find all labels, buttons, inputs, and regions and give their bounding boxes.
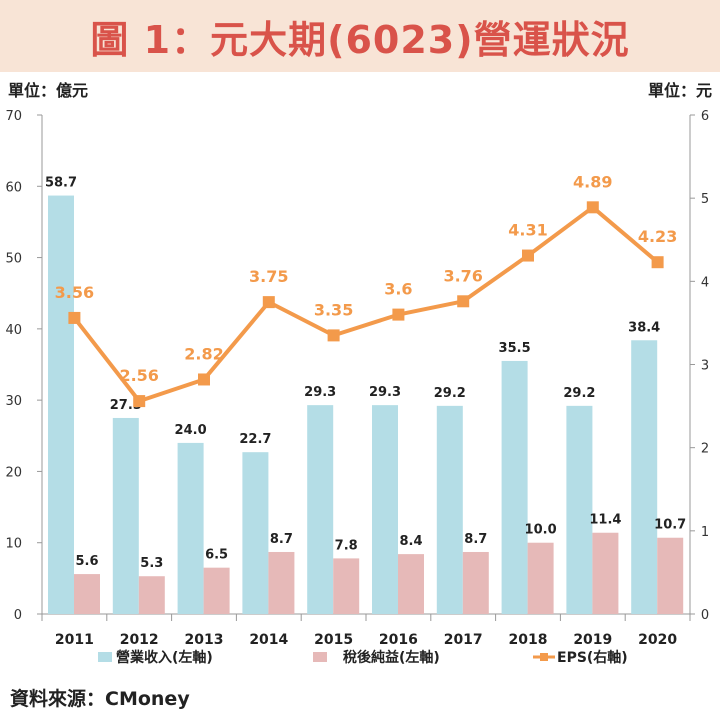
net-income-bar — [268, 551, 295, 614]
eps-point — [327, 329, 340, 342]
right-tick-label: 6 — [701, 109, 709, 124]
left-tick-label: 30 — [5, 394, 22, 409]
revenue-bar — [631, 340, 658, 614]
net-income-data-label: 5.3 — [140, 556, 163, 571]
eps-point — [651, 256, 664, 269]
net-income-data-label: 6.5 — [205, 548, 228, 563]
left-tick-label: 20 — [5, 465, 22, 480]
net-income-bar — [592, 532, 619, 614]
right-tick-label: 5 — [701, 192, 709, 207]
revenue-bar — [242, 452, 269, 614]
revenue-data-label: 24.0 — [175, 423, 207, 438]
eps-data-label: 4.31 — [508, 221, 547, 240]
eps-point — [68, 311, 81, 324]
x-tick-label: 2018 — [509, 632, 548, 648]
eps-data-label: 3.56 — [55, 283, 94, 302]
eps-point — [262, 296, 275, 309]
revenue-data-label: 22.7 — [239, 432, 271, 447]
eps-data-label: 3.35 — [314, 300, 353, 319]
revenue-bar — [112, 417, 139, 614]
x-tick-label: 2014 — [249, 632, 288, 648]
revenue-bar — [501, 360, 528, 614]
eps-data-label: 3.6 — [384, 280, 412, 299]
x-tick-label: 2016 — [379, 632, 418, 648]
eps-data-label: 4.89 — [573, 172, 612, 191]
revenue-bar — [436, 405, 463, 614]
chart-title: 圖 1：元大期(6023)營運狀況 — [90, 17, 630, 62]
eps-data-label: 3.75 — [249, 267, 288, 286]
eps-point — [586, 201, 599, 214]
net-income-data-label: 8.4 — [399, 534, 422, 549]
left-tick-label: 50 — [5, 252, 22, 267]
x-tick-label: 2012 — [120, 632, 159, 648]
left-tick-label: 70 — [5, 109, 22, 124]
right-tick-label: 1 — [701, 525, 709, 540]
left-tick-label: 40 — [5, 323, 22, 338]
revenue-bar — [48, 195, 74, 614]
revenue-data-label: 29.2 — [563, 386, 595, 401]
revenue-data-label: 29.3 — [369, 385, 401, 400]
eps-point — [392, 308, 405, 321]
left-tick-label: 0 — [14, 608, 22, 623]
eps-data-label: 3.76 — [443, 266, 482, 285]
revenue-bar — [177, 442, 204, 614]
net-income-data-label: 11.4 — [589, 513, 621, 528]
net-income-data-label: 10.0 — [525, 523, 557, 538]
net-income-bar — [398, 554, 424, 614]
net-income-bar — [527, 542, 554, 614]
x-tick-label: 2017 — [444, 632, 483, 648]
left-axis-unit: 單位：億元 — [8, 81, 89, 100]
eps-point — [133, 395, 146, 408]
right-axis-unit: 單位：元 — [647, 81, 712, 100]
eps-data-label: 2.56 — [119, 366, 158, 385]
right-tick-label: 3 — [701, 359, 709, 374]
legend-net-income-label: 稅後純益(左軸) — [343, 649, 440, 666]
eps-data-label: 4.23 — [638, 227, 677, 246]
right-tick-label: 0 — [701, 608, 709, 623]
eps-data-label: 2.82 — [184, 344, 223, 363]
revenue-data-label: 29.2 — [434, 386, 466, 401]
combo-chart: 0 10 20 30 40 50 60 70 0 1 2 3 4 5 6 2011 2012 2013 2014 20… — [5, 109, 709, 666]
net-income-bar — [657, 537, 684, 614]
net-income-data-label: 8.7 — [270, 532, 293, 547]
x-tick-label: 2020 — [638, 632, 677, 648]
eps-point — [522, 249, 534, 262]
revenue-data-label: 35.5 — [499, 341, 531, 356]
net-income-data-label: 10.7 — [654, 518, 686, 533]
left-tick-label: 60 — [5, 180, 22, 195]
legend-revenue-swatch — [98, 652, 112, 662]
net-income-bar — [138, 576, 165, 614]
left-tick-label: 10 — [5, 537, 22, 552]
x-tick-label: 2019 — [573, 632, 612, 648]
net-income-bar — [333, 558, 360, 614]
eps-point — [198, 373, 210, 386]
net-income-data-label: 5.6 — [75, 554, 98, 569]
eps-point — [457, 295, 470, 308]
net-income-data-label: 7.8 — [335, 538, 358, 553]
net-income-bar — [74, 574, 100, 614]
source-note: 資料來源：CMoney — [10, 688, 190, 710]
net-income-bar — [203, 567, 230, 614]
legend-revenue-label: 營業收入(左軸) — [116, 649, 213, 666]
net-income-data-label: 8.7 — [464, 532, 487, 547]
revenue-bar — [307, 405, 334, 614]
legend-net-income-swatch — [313, 652, 327, 662]
revenue-bar — [372, 405, 398, 614]
x-tick-label: 2011 — [55, 632, 94, 648]
x-tick-label: 2013 — [185, 632, 224, 648]
legend-eps-marker — [540, 653, 548, 661]
legend-eps-label: EPS(右軸) — [557, 649, 628, 666]
revenue-data-label: 38.4 — [628, 320, 660, 335]
right-tick-label: 2 — [701, 442, 709, 457]
revenue-data-label: 29.3 — [304, 385, 336, 400]
net-income-bar — [462, 551, 489, 614]
revenue-bar — [566, 405, 593, 614]
revenue-data-label: 58.7 — [45, 176, 77, 191]
chart-title-bar: 圖 1：元大期(6023)營運狀況 — [0, 0, 720, 72]
eps-line — [72, 205, 659, 404]
x-tick-label: 2015 — [314, 632, 353, 648]
right-tick-label: 4 — [701, 275, 709, 290]
